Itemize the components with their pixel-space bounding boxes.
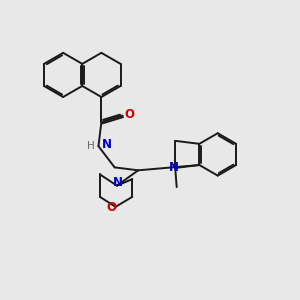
- Text: O: O: [124, 108, 135, 121]
- Text: N: N: [102, 138, 112, 151]
- Text: N: N: [112, 176, 123, 189]
- Text: O: O: [106, 201, 116, 214]
- Text: N: N: [169, 161, 179, 175]
- Text: H: H: [87, 141, 94, 151]
